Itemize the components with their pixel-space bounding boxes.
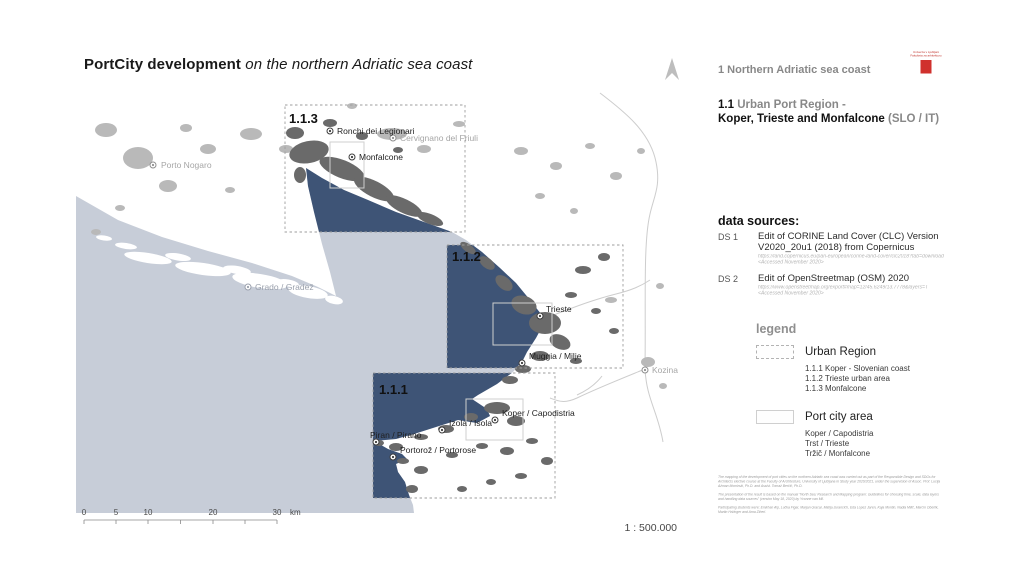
data-source-title: Edit of CORINE Land Cover (CLC) Version … (758, 231, 939, 253)
scale-unit: km (290, 508, 301, 517)
region-box-1-1-3 (284, 104, 466, 233)
data-sources-heading: data sources: (718, 214, 800, 228)
credits-paragraph: Participating students were: Emirhan Alp… (718, 506, 939, 514)
data-source-row: DS 1 Edit of CORINE Land Cover (CLC) Ver… (718, 231, 946, 268)
city-izola: Izola / Isola (438, 418, 492, 434)
scale-labels: 0 5 10 20 30 km (82, 508, 301, 517)
region-countries: (SLO / IT) (884, 112, 940, 125)
svg-text:Portorož / Portorose: Portorož / Portorose (400, 445, 476, 455)
urban-region-label: Urban Region (805, 346, 876, 358)
credits-fine-print: The mapping of the development of port c… (718, 475, 945, 519)
urban-fabric-outside (91, 103, 667, 389)
legend-item-urban-region: Urban Region (756, 345, 946, 359)
svg-text:Piran / Pirano: Piran / Pirano (370, 430, 422, 440)
university-logo-text-2: Fakulteta za arhitekturo (910, 54, 942, 58)
city-monfalcone: Monfalcone (348, 152, 403, 162)
svg-text:10: 10 (144, 508, 153, 517)
region-cities: Koper, Trieste and Monfalcone (718, 112, 885, 125)
svg-text:Ronchi dei Legionari: Ronchi dei Legionari (337, 126, 415, 136)
svg-text:Trieste: Trieste (546, 304, 572, 314)
data-source-title: Edit of OpenStreetmap (OSM) 2020 (758, 273, 910, 284)
svg-text:20: 20 (209, 508, 218, 517)
legend-entry: Trst / Trieste (805, 439, 850, 448)
scale-bar (83, 519, 278, 524)
university-logo-mark (920, 60, 932, 74)
legend-entry: 1.1.1 Koper - Slovenian coast (805, 364, 910, 373)
region-label-1-1-2: 1.1.2 (452, 249, 481, 264)
legend-entry: Koper / Capodistria (805, 429, 874, 438)
data-sources: data sources: DS 1 Edit of CORINE Land C… (718, 214, 946, 304)
city-trieste: Trieste (536, 304, 572, 320)
legend-entry: 1.1.2 Trieste urban area (805, 374, 890, 383)
region-heading: 1.1 Urban Port Region - Koper, Trieste a… (718, 99, 944, 126)
page-title-main: PortCity development (84, 56, 242, 73)
region-box-1-1-2 (446, 244, 624, 369)
scale-ratio: 1 : 500.000 (624, 522, 677, 534)
credits-paragraph: The presentation of the result is based … (718, 493, 939, 501)
city-cervignano-del-friuli: Cervignano del Friuli (389, 133, 478, 143)
port-city-box-monfalcone (329, 141, 365, 189)
city-portoroz: Portorož / Portorose (389, 445, 476, 461)
city-kozina: Kozina (641, 365, 678, 375)
urban-region-boxes (284, 104, 624, 499)
city-ronchi-dei-legionari: Ronchi dei Legionari (326, 126, 415, 136)
data-source-url: https://land.copernicus.eu/pan-european/… (758, 254, 944, 266)
port-city-area-boxes (329, 141, 553, 441)
svg-text:Grado / Gradež: Grado / Gradež (255, 282, 314, 292)
roads (545, 92, 664, 443)
region-name: Urban Port Region - (737, 99, 846, 111)
port-city-box-trieste (492, 302, 553, 346)
svg-text:Monfalcone: Monfalcone (359, 152, 403, 162)
legend-item-port-city-area: Port city area (756, 410, 946, 424)
svg-text:Izola / Isola: Izola / Isola (449, 418, 492, 428)
svg-text:0: 0 (82, 508, 87, 517)
urban-region-swatch (756, 345, 794, 359)
port-city-area-label: Port city area (805, 411, 873, 423)
port-city-area-entries: Koper / Capodistria Trst / Trieste Tržič… (805, 429, 946, 459)
svg-text:Muggia / Milje: Muggia / Milje (529, 351, 582, 361)
svg-text:30: 30 (273, 508, 282, 517)
svg-text:5: 5 (114, 508, 119, 517)
page-title-sub: on the northern Adriatic sea coast (241, 56, 473, 73)
university-logo: Univerza v Ljubljani Fakulteta za arhite… (908, 51, 944, 74)
city-porto-nogaro: Porto Nogaro (149, 160, 212, 170)
page-title: PortCity development on the northern Adr… (84, 56, 472, 73)
urban-region-entries: 1.1.1 Koper - Slovenian coast 1.1.2 Trie… (805, 364, 946, 394)
credits-paragraph: The mapping of the development of port c… (718, 475, 941, 488)
port-city-area-swatch (756, 410, 794, 424)
data-source-id: DS 1 (718, 232, 739, 242)
section-heading: 1 Northern Adriatic sea coast (718, 64, 871, 76)
city-markers: Cervignano del Friuli Porto Nogaro Grado… (149, 126, 678, 461)
svg-text:Cervignano del Friuli: Cervignano del Friuli (400, 133, 478, 143)
region-label-1-1-1: 1.1.1 (379, 382, 408, 397)
port-city-box-koper (465, 398, 524, 441)
legend: legend Urban Region 1.1.1 Koper - Sloven… (756, 322, 946, 475)
region-label-1-1-3: 1.1.3 (289, 111, 318, 126)
urban-fabric (286, 119, 619, 493)
legend-heading: legend (756, 322, 797, 336)
city-koper: Koper / Capodistria (491, 408, 575, 424)
data-source-row: DS 2 Edit of OpenStreetmap (OSM) 2020 ht… (718, 273, 946, 299)
city-piran: Piran / Pirano (370, 430, 422, 446)
svg-text:Porto Nogaro: Porto Nogaro (161, 160, 212, 170)
region-box-1-1-1 (372, 372, 556, 499)
city-grado: Grado / Gradež (244, 282, 314, 292)
svg-text:Koper / Capodistria: Koper / Capodistria (502, 408, 575, 418)
city-muggia: Muggia / Milje (518, 351, 582, 367)
legend-entry: Tržič / Monfalcone (805, 449, 871, 458)
university-logo-text-1: Univerza v Ljubljani (912, 51, 940, 54)
north-arrow-icon (665, 58, 679, 80)
lagoon-islands (96, 235, 343, 305)
data-source-url: https://www.openstreetmap.org/export#map… (758, 285, 929, 297)
data-source-id: DS 2 (718, 274, 739, 284)
svg-text:Kozina: Kozina (652, 365, 678, 375)
legend-entry: 1.1.3 Monfalcone (805, 384, 867, 393)
region-code: 1.1 (718, 99, 738, 111)
